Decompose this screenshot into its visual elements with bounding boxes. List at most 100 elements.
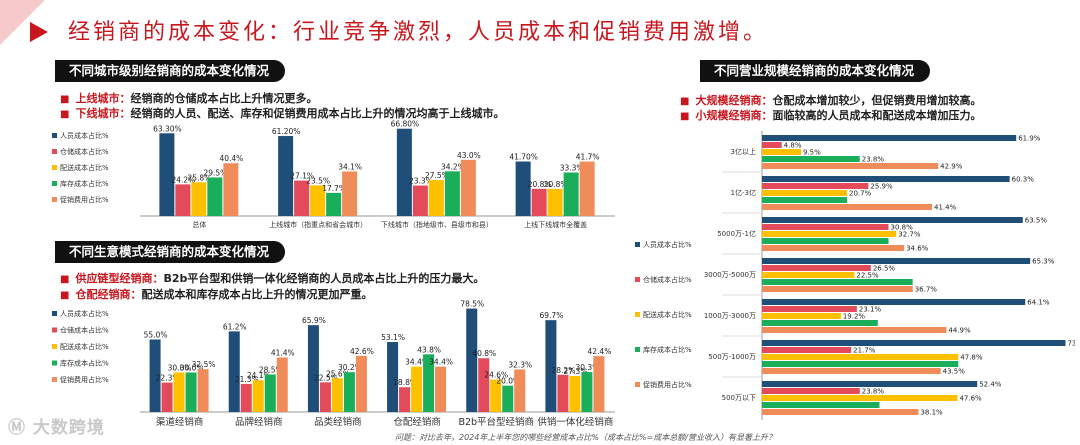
bar [762, 142, 782, 148]
data-label: 63.30% [153, 124, 182, 133]
category-label: 总体 [192, 220, 206, 229]
data-label: 53.1% [381, 333, 405, 342]
data-label: 20.0% [496, 377, 520, 386]
data-label: 69.7% [540, 311, 564, 320]
bar [310, 185, 326, 216]
data-label: 32.5% [192, 360, 216, 369]
chart-city-level: 人员成本占比% 仓储成本占比% 配送成本占比% 库存成本占比% 促销费用占比% 63.30… [52, 120, 615, 229]
bar [762, 217, 1023, 223]
category-label: 上线下线城市全覆盖 [524, 220, 587, 229]
section1-line-1: ■ 上线城市：经销商的仓储成本占比上升情况更多。 [60, 92, 318, 105]
bullet-square-icon: ■ [60, 290, 70, 301]
data-label: 61.2% [223, 322, 247, 331]
data-label: 17.7% [322, 184, 346, 193]
bar [762, 381, 978, 387]
chart-business-model: 人员成本占比% 仓储成本占比% 配送成本占比% 库存成本占比% 促销费用占比% 55.0%… [52, 300, 615, 428]
bar [762, 286, 913, 292]
category-label: 1亿-3亿 [731, 188, 756, 197]
data-label: 32.3% [508, 360, 532, 369]
watermark-logo: Ⓜ 大数跨境 [8, 418, 105, 438]
data-label: 61.20% [272, 127, 301, 136]
bar [762, 320, 878, 326]
category-label: 500万以下 [722, 394, 756, 402]
data-label: 43.5% [943, 368, 966, 376]
legend-swatch [52, 360, 57, 366]
data-label: 24.1% [247, 371, 271, 380]
bar [207, 177, 223, 216]
category-label: 3000万-5000万 [704, 271, 756, 279]
data-label: 23.1% [859, 306, 882, 314]
legend-swatch [635, 277, 640, 282]
data-label: 21.7% [853, 347, 876, 355]
legend-swatch [52, 181, 57, 186]
bar [762, 354, 959, 360]
bullet-square-icon: ■ [60, 109, 70, 120]
legend-label: 人员成本占比% [60, 309, 109, 318]
bar [762, 149, 802, 155]
data-label: 27.3% [564, 367, 588, 376]
data-label: 40.8% [472, 349, 496, 358]
logo-mark-icon: Ⓜ [8, 418, 26, 438]
data-label: 34.2% [441, 162, 465, 171]
section3-line-2: ■ 小规模经销商：面临较高的人员成本和配送成本增加压力。 [680, 109, 982, 122]
bar [435, 366, 447, 412]
bar [399, 387, 411, 412]
data-label: 23.8% [862, 388, 885, 396]
bar [762, 265, 871, 271]
bar [514, 369, 526, 412]
data-label: 47.8% [960, 354, 983, 362]
category-label: 下线城市（指地级市、县级市和县） [381, 220, 493, 229]
data-label: 41.70% [509, 153, 538, 162]
legend-swatch [635, 347, 640, 352]
bar [762, 388, 860, 394]
bar [545, 320, 557, 412]
category-label: 500万-1000万 [708, 353, 756, 361]
data-label: 21.3% [235, 375, 259, 384]
bar [175, 184, 191, 216]
category-label: 1000万-3000万 [704, 312, 756, 320]
bullet-square-icon: ■ [680, 111, 690, 122]
bar [762, 238, 889, 244]
data-label: 28.5% [259, 365, 283, 374]
category-label: 品类经销商 [314, 416, 362, 428]
legend-swatch [635, 382, 640, 387]
bar [762, 224, 889, 230]
bar [762, 231, 897, 237]
data-label: 23.3% [409, 177, 433, 186]
data-label: 23.8% [862, 156, 885, 164]
section3-header: 不同营业规模经销商的成本变化情况 [700, 60, 931, 82]
legend-label: 配送成本占比% [60, 163, 109, 172]
bar [762, 135, 1017, 141]
legend-swatch [52, 377, 57, 382]
section1-header: 不同城市级别经销商的成本变化情况 [55, 60, 286, 82]
data-label: 78.5% [460, 300, 484, 309]
bar [762, 347, 852, 353]
bar [547, 188, 563, 216]
legend-swatch [52, 327, 57, 333]
bar [762, 409, 919, 415]
category-label: 供销一体化经销商 [537, 416, 613, 428]
data-label: 30.2% [338, 363, 362, 372]
legend-label: 库存成本占比% [60, 179, 109, 188]
bar [191, 182, 207, 216]
data-label: 26.5% [873, 265, 896, 273]
data-label: 30.0% [168, 363, 192, 372]
section2-line-1: ■ 供应链型经销商：B2b平台型和供销一体化经销商的人员成本占比上升的压力最大。 [60, 272, 485, 285]
data-label: 64.1% [1027, 299, 1050, 307]
legend-label: 仓储成本占比% [60, 326, 109, 335]
data-label: 42.6% [350, 347, 374, 356]
data-label: 25.8% [187, 173, 211, 182]
data-label: 41.4% [271, 348, 295, 357]
data-label: 23.5% [306, 176, 330, 185]
data-label: 33.3% [560, 163, 584, 172]
survey-question-footnote: 问题：对比去年，2024年上半年您的哪些经营成本占比%（成本占比%=成本总额/营… [395, 433, 776, 442]
legend-label: 库存成本占比% [643, 345, 692, 354]
bar [762, 176, 1010, 182]
data-label: 38.1% [920, 409, 943, 417]
data-label: 30.0% [180, 363, 204, 372]
bar [762, 204, 933, 210]
legend-swatch [52, 311, 57, 316]
legend-label: 配送成本占比% [643, 310, 692, 319]
data-label: 22.5% [314, 373, 338, 382]
data-label: 65.9% [302, 316, 326, 325]
